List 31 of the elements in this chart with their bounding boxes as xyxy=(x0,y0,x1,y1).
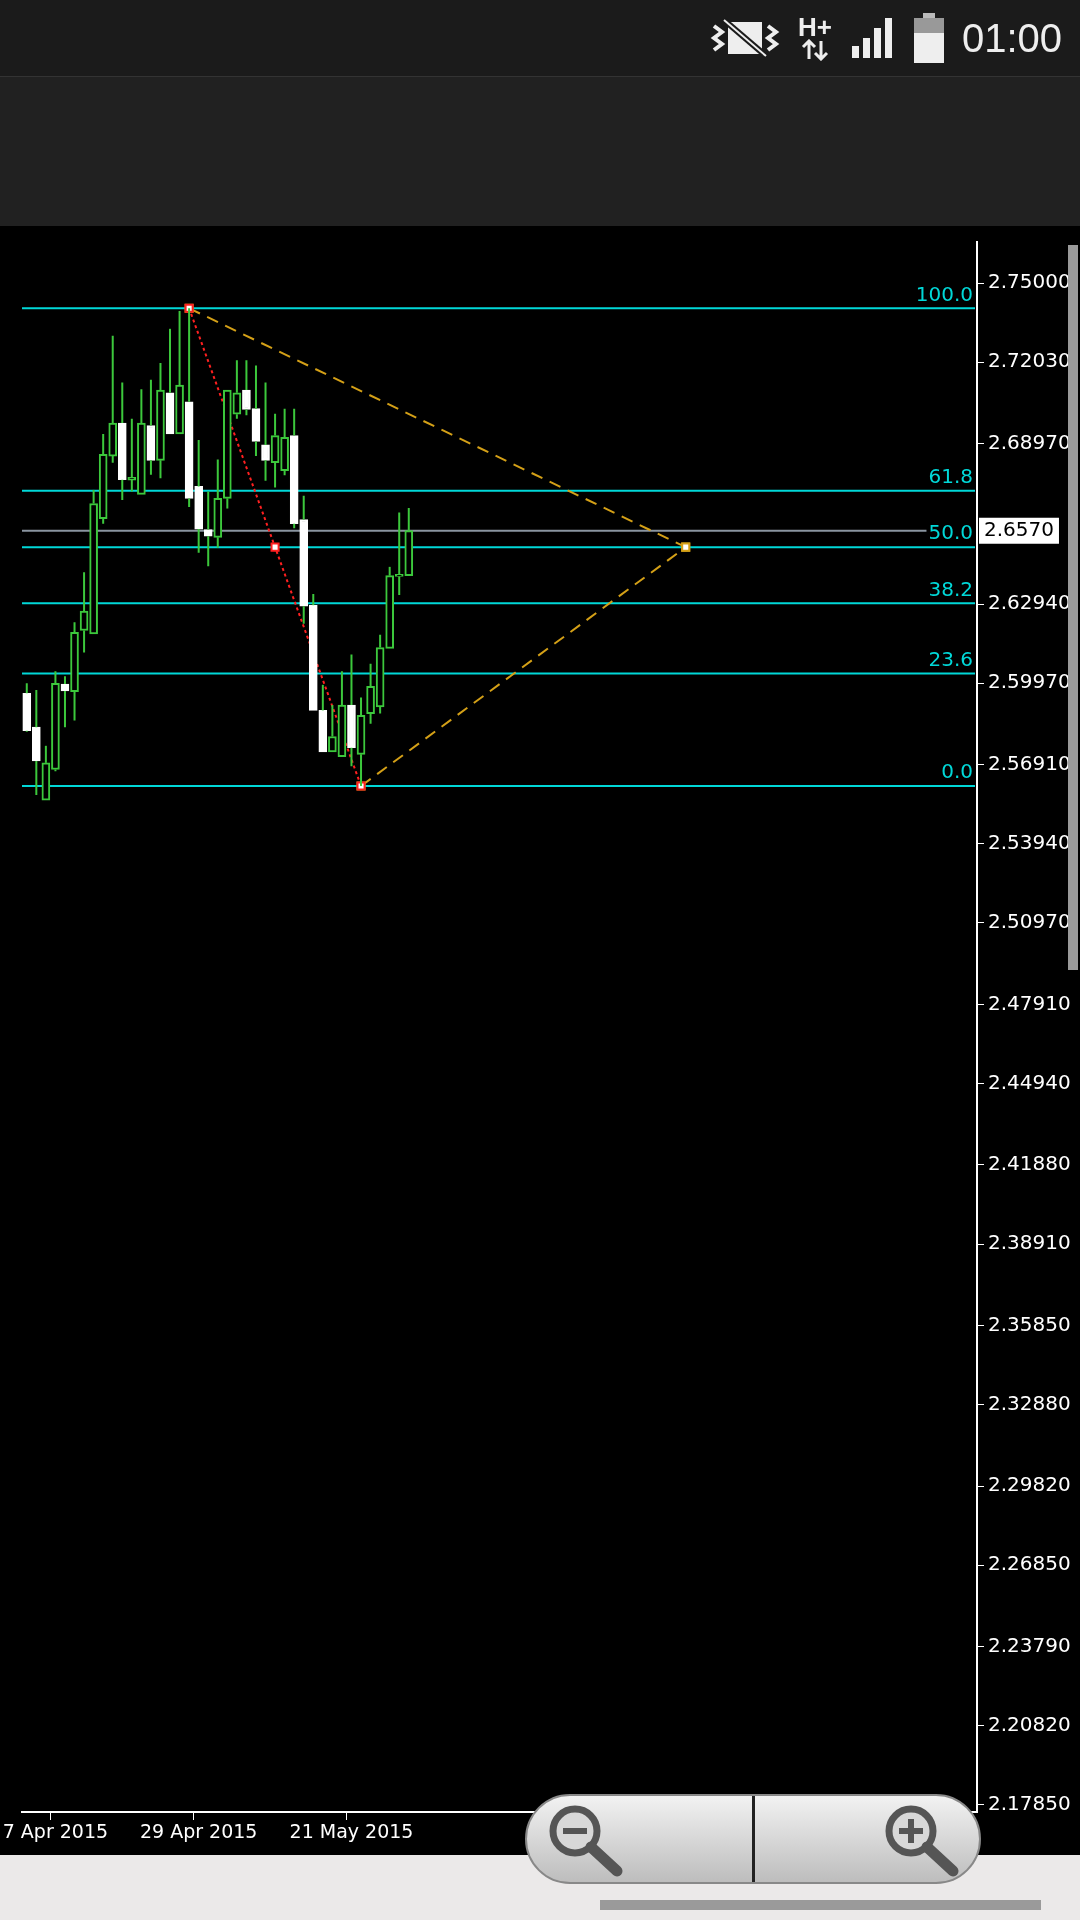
y-tick-label: 2.68970 xyxy=(988,429,1071,454)
annotation: 100.0 xyxy=(915,281,973,306)
y-tick-label: 2.29820 xyxy=(988,1472,1071,1497)
annotation: 50.0 xyxy=(928,520,973,545)
x-tick-label: 7 Apr 2015 xyxy=(2,1820,109,1843)
text: 01:00 xyxy=(961,15,1062,61)
y-tick-label: 2.72030 xyxy=(988,348,1071,373)
annotation: 0.0 xyxy=(941,759,973,784)
y-tick-label: 2.59970 xyxy=(988,669,1071,694)
y-tick-label: 2.56910 xyxy=(988,750,1071,775)
y-tick-label: 2.47910 xyxy=(988,990,1071,1015)
text: H+ xyxy=(797,12,832,42)
y-tick-label: 2.62940 xyxy=(988,590,1071,615)
y-tick-label: 2.20820 xyxy=(988,1711,1071,1736)
y-tick-label: 2.23790 xyxy=(988,1632,1071,1657)
y-tick-label: 2.44940 xyxy=(988,1069,1071,1094)
y-tick-label: 2.17850 xyxy=(988,1791,1071,1816)
y-tick-label: 2.75000 xyxy=(988,269,1071,294)
y-tick-label: 2.38910 xyxy=(988,1230,1071,1255)
annotation: 38.2 xyxy=(928,576,973,601)
x-tick-label: 21 May 2015 xyxy=(289,1820,414,1843)
y-tick-label: 2.35850 xyxy=(988,1311,1071,1336)
y-tick-label: 2.32880 xyxy=(988,1390,1071,1415)
annotation: 23.6 xyxy=(928,646,973,671)
y-tick-label: 2.53940 xyxy=(988,830,1071,854)
annotation: 61.8 xyxy=(928,463,973,488)
ref-line-label: 2.6570 xyxy=(984,516,1054,541)
x-tick-label: 29 Apr 2015 xyxy=(139,1820,258,1843)
y-tick-label: 2.50970 xyxy=(988,909,1071,934)
y-tick-label: 2.26850 xyxy=(988,1551,1071,1576)
y-tick-label: 2.41880 xyxy=(988,1151,1071,1176)
